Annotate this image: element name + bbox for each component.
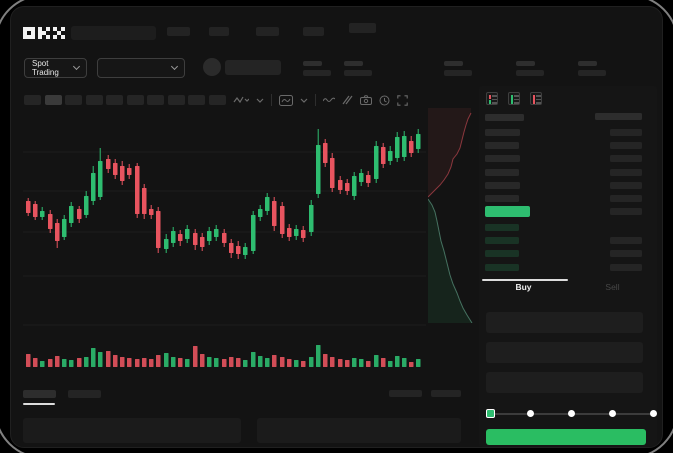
bottom-tab-skeleton[interactable] (68, 390, 101, 398)
compare-icon[interactable] (342, 95, 353, 105)
ask-size-skeleton[interactable] (610, 195, 642, 203)
wave-icon[interactable] (323, 96, 335, 104)
total-input-skeleton[interactable] (486, 372, 643, 393)
nav-item-skeleton[interactable] (167, 27, 190, 36)
depth-chart[interactable] (428, 108, 477, 323)
chevron-down-icon (170, 62, 179, 71)
pair-selector[interactable] (97, 58, 185, 78)
market-mode-selector[interactable]: Spot Trading (24, 58, 87, 78)
timeframe-slot[interactable] (65, 95, 82, 105)
pair-avatar[interactable] (203, 58, 221, 76)
slider-stop[interactable] (568, 410, 575, 417)
book-bids-icon[interactable] (508, 92, 520, 105)
chevron-down-icon (72, 62, 81, 71)
last-size-skeleton[interactable] (610, 208, 642, 215)
bid-price-skeleton[interactable] (485, 250, 519, 258)
bottom-action-skeleton[interactable] (389, 390, 422, 397)
bid-price-skeleton[interactable] (485, 263, 519, 271)
stat-label-skeleton (303, 61, 322, 66)
bid-price-skeleton[interactable] (485, 237, 519, 244)
buy-submit-button[interactable] (486, 429, 646, 445)
nav-item-skeleton[interactable] (303, 27, 324, 36)
stat-label-skeleton (578, 61, 597, 66)
stat-value-skeleton (578, 70, 606, 76)
bid-price-skeleton[interactable] (485, 223, 519, 231)
orders-table-skeleton (257, 418, 461, 443)
nav-item-skeleton[interactable] (209, 27, 229, 36)
tab-buy[interactable]: Buy (515, 282, 532, 292)
stat-label-skeleton (516, 61, 535, 66)
search-box-skeleton[interactable] (71, 26, 156, 40)
stat-label-skeleton (444, 61, 463, 66)
app-window: Spot Trading (10, 6, 663, 448)
ask-size-skeleton[interactable] (610, 142, 642, 149)
stat-value-skeleton (303, 70, 331, 76)
timeframe-slot[interactable] (167, 95, 185, 105)
bottom-tab-skeleton-active[interactable] (23, 390, 56, 398)
slider-stop[interactable] (527, 410, 535, 417)
ask-price-skeleton[interactable] (485, 168, 519, 176)
timeframe-slot[interactable] (85, 95, 103, 105)
ask-price-skeleton[interactable] (485, 128, 520, 136)
nav-item-skeleton[interactable] (349, 23, 376, 33)
ask-price-skeleton[interactable] (485, 155, 520, 163)
bottom-tab-underline (23, 403, 55, 405)
chevron-down-icon[interactable] (256, 96, 264, 104)
timeframe-slot[interactable] (44, 95, 62, 105)
ob-header-price[interactable] (485, 114, 524, 121)
amount-input-skeleton[interactable] (486, 342, 643, 363)
timeframe-slot[interactable] (188, 95, 205, 105)
chevron-down-icon[interactable] (300, 96, 308, 104)
ask-size-skeleton[interactable] (610, 128, 642, 136)
market-mode-label: Spot Trading (32, 59, 59, 77)
indicator-icon[interactable] (279, 94, 293, 106)
stat-value-skeleton (516, 70, 544, 76)
orders-table-skeleton (23, 418, 241, 443)
bid-size-skeleton[interactable] (610, 237, 642, 244)
timeframe-slot[interactable] (126, 95, 144, 105)
camera-icon[interactable] (360, 95, 372, 105)
ask-size-skeleton[interactable] (610, 155, 642, 163)
price-input-skeleton[interactable] (486, 312, 643, 333)
tab-sell[interactable]: Sell (605, 282, 620, 292)
history-icon[interactable] (379, 95, 390, 106)
fullscreen-icon[interactable] (397, 94, 408, 106)
timeframe-slot[interactable] (147, 95, 164, 105)
stat-label-skeleton (344, 61, 363, 66)
divider (271, 94, 272, 106)
bid-size-skeleton[interactable] (610, 250, 642, 258)
active-tab-indicator (482, 279, 568, 281)
timeframe-slot[interactable] (106, 95, 123, 105)
timeframe-slot[interactable] (208, 95, 226, 105)
slider-stop[interactable] (649, 410, 657, 417)
book-combined-icon[interactable] (486, 92, 498, 105)
divider (315, 94, 316, 106)
order-book-panel: Buy Sell (479, 86, 657, 447)
slider-stop[interactable] (608, 410, 616, 417)
timeframe-slot[interactable] (24, 95, 41, 105)
price-chart[interactable] (23, 111, 426, 369)
slider-handle[interactable] (485, 409, 495, 418)
ask-price-skeleton[interactable] (485, 181, 520, 189)
last-price-bar[interactable] (485, 206, 530, 217)
candle-style-icon[interactable] (233, 94, 249, 106)
pair-name-skeleton (225, 60, 281, 75)
ask-price-skeleton[interactable] (485, 195, 519, 203)
stat-value-skeleton (344, 70, 372, 76)
ob-header-size[interactable] (595, 113, 642, 120)
okx-logo[interactable] (23, 27, 65, 40)
bid-size-skeleton[interactable] (610, 263, 642, 271)
book-asks-icon[interactable] (530, 92, 542, 105)
ask-size-skeleton[interactable] (610, 181, 642, 189)
ask-size-skeleton[interactable] (610, 168, 642, 176)
nav-item-skeleton[interactable] (256, 27, 279, 36)
bottom-action-skeleton[interactable] (431, 390, 461, 397)
stat-value-skeleton (444, 70, 472, 76)
ask-price-skeleton[interactable] (485, 142, 519, 149)
